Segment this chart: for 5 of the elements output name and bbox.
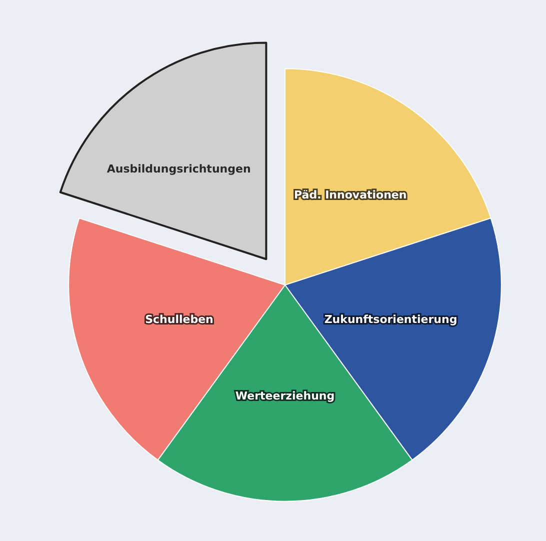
slice-label: Päd. Innovationen xyxy=(294,188,407,202)
slice-label: Schulleben xyxy=(145,312,214,326)
slice-label: Werteerziehung xyxy=(235,390,335,403)
slice-label: Ausbildungsrichtungen xyxy=(106,162,251,176)
slice-label: Zukunftsorientierung xyxy=(324,312,458,326)
